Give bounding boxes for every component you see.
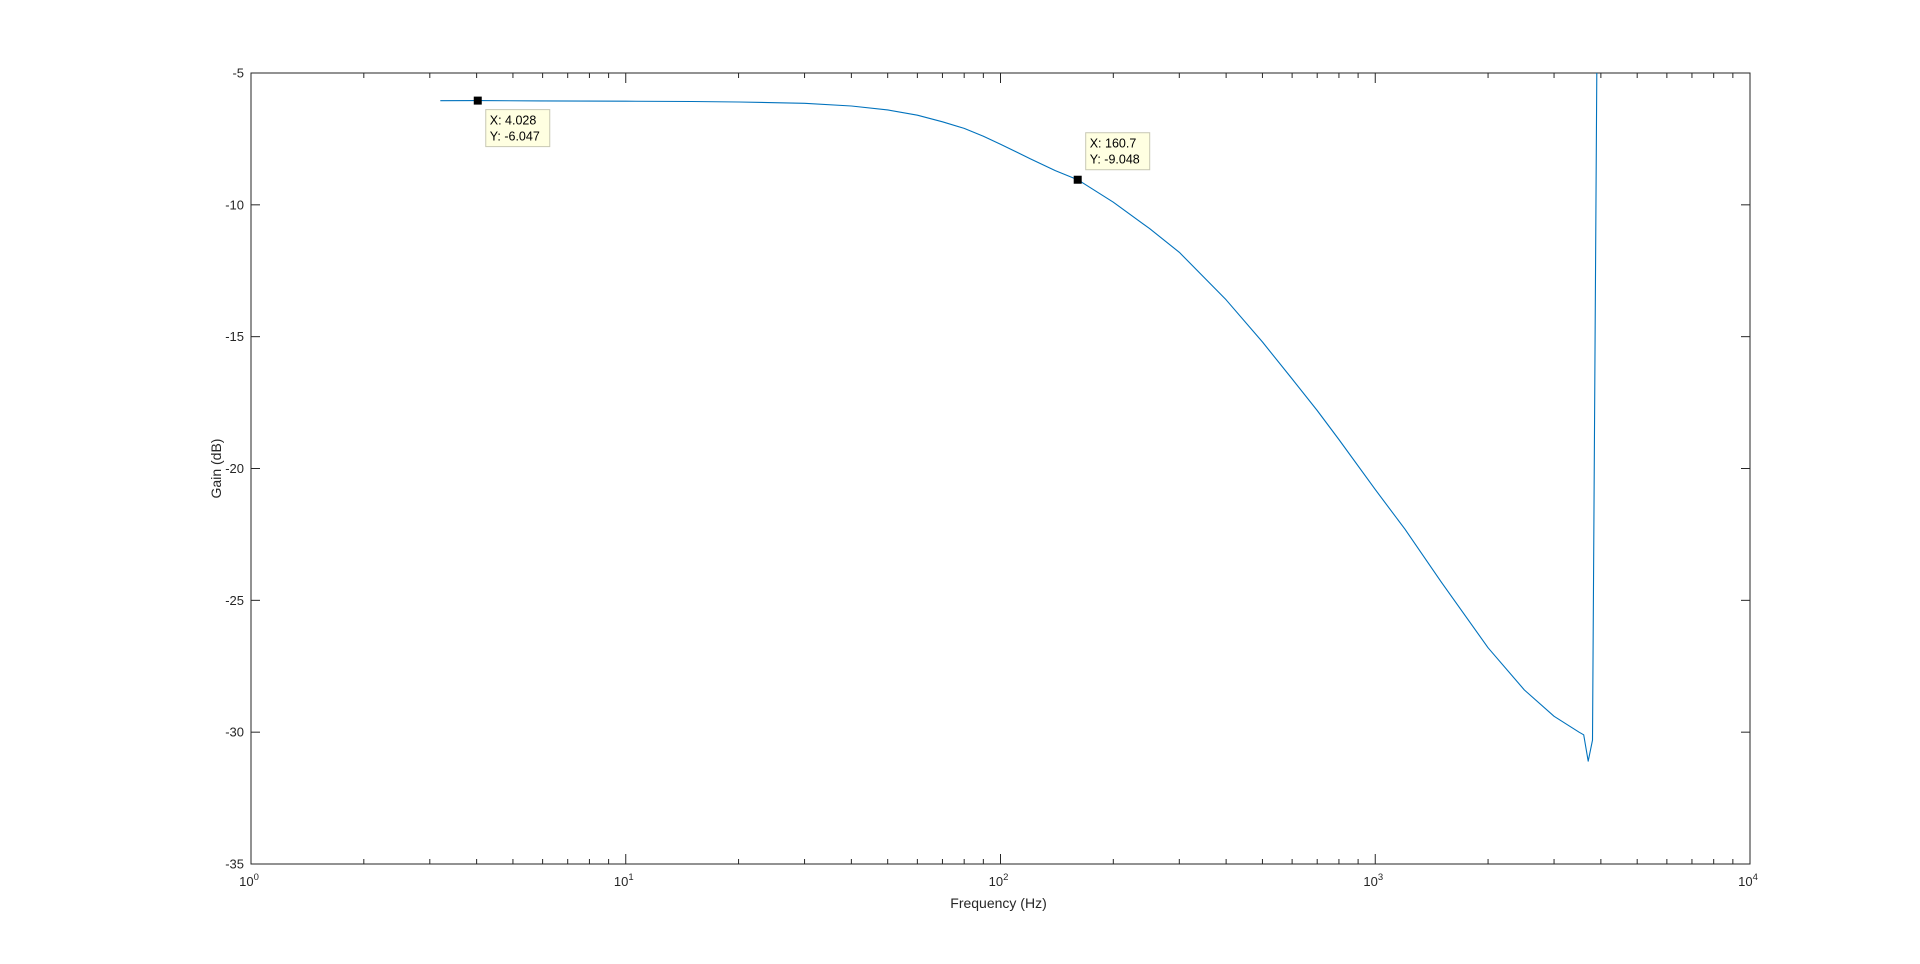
x-tick-label: 101 <box>614 872 634 889</box>
series-line-0 <box>440 72 1598 762</box>
x-tick-label: 100 <box>239 872 259 889</box>
datatips: X: 4.028 Y: -6.047 X: 160.7 Y: -9.048 <box>473 96 1151 184</box>
x-tick-base: 10 <box>989 874 1003 889</box>
x-tick-base: 10 <box>1738 874 1752 889</box>
y-tick-label: -5 <box>232 66 244 81</box>
datatip-box[interactable] <box>485 109 551 148</box>
x-tick-exponent: 2 <box>1003 872 1008 883</box>
y-tick-label: -20 <box>225 461 244 476</box>
series-lines <box>440 72 1598 762</box>
tick-marks <box>250 72 1751 865</box>
x-tick-exponent: 3 <box>1378 872 1383 883</box>
datatip-box[interactable] <box>1085 132 1151 171</box>
x-tick-base: 10 <box>614 874 628 889</box>
y-tick-label: -15 <box>225 329 244 344</box>
datatip-marker[interactable] <box>473 96 482 105</box>
y-tick-label: -30 <box>225 725 244 740</box>
datatip-x-label: X: 160.7 <box>1090 137 1137 151</box>
plot-area <box>250 72 1751 865</box>
x-tick-base: 10 <box>1363 874 1377 889</box>
y-tick-label: -35 <box>225 857 244 872</box>
datatip-x-label: X: 4.028 <box>490 114 537 128</box>
y-axis-label: Gain (dB) <box>208 439 224 499</box>
x-tick-label: 103 <box>1363 872 1383 889</box>
x-tick-exponent: 0 <box>254 872 259 883</box>
datatip-y-label: Y: -6.047 <box>490 130 540 144</box>
datatip-marker[interactable] <box>1073 175 1082 184</box>
x-tick-exponent: 4 <box>1753 872 1758 883</box>
x-tick-base: 10 <box>239 874 253 889</box>
x-tick-label: 104 <box>1738 872 1758 889</box>
y-tick-label: -10 <box>225 197 244 212</box>
x-tick-exponent: 1 <box>628 872 633 883</box>
x-tick-label: 102 <box>989 872 1009 889</box>
datatip-y-label: Y: -9.048 <box>1090 153 1140 167</box>
x-axis-label: Frequency (Hz) <box>950 895 1046 911</box>
y-tick-label: -25 <box>225 593 244 608</box>
